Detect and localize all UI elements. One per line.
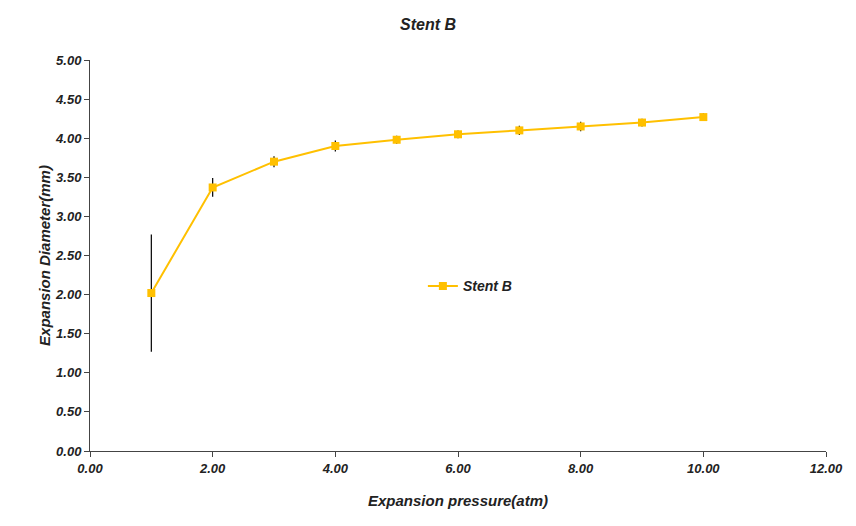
svg-text:4.00: 4.00 xyxy=(322,461,349,476)
svg-text:6.00: 6.00 xyxy=(445,461,471,476)
svg-text:Expansion pressure(atm): Expansion pressure(atm) xyxy=(368,492,548,509)
svg-text:12.00: 12.00 xyxy=(810,461,843,476)
svg-text:2.50: 2.50 xyxy=(55,248,82,263)
svg-text:2.00: 2.00 xyxy=(55,287,82,302)
svg-text:0.50: 0.50 xyxy=(56,404,82,419)
svg-text:Expansion Diameter(mm): Expansion Diameter(mm) xyxy=(36,165,53,346)
svg-text:4.50: 4.50 xyxy=(55,92,82,107)
svg-text:4.00: 4.00 xyxy=(55,131,82,146)
svg-text:3.00: 3.00 xyxy=(56,209,82,224)
svg-text:0.00: 0.00 xyxy=(77,461,103,476)
svg-text:1.00: 1.00 xyxy=(56,365,82,380)
svg-text:Stent B: Stent B xyxy=(463,278,512,294)
svg-text:2.00: 2.00 xyxy=(199,461,226,476)
svg-text:0.00: 0.00 xyxy=(56,444,82,459)
svg-text:1.50: 1.50 xyxy=(56,326,82,341)
svg-text:5.00: 5.00 xyxy=(56,53,82,68)
svg-text:3.50: 3.50 xyxy=(56,170,82,185)
svg-text:8.00: 8.00 xyxy=(568,461,594,476)
svg-text:Stent B: Stent B xyxy=(400,16,456,33)
svg-text:10.00: 10.00 xyxy=(687,461,720,476)
